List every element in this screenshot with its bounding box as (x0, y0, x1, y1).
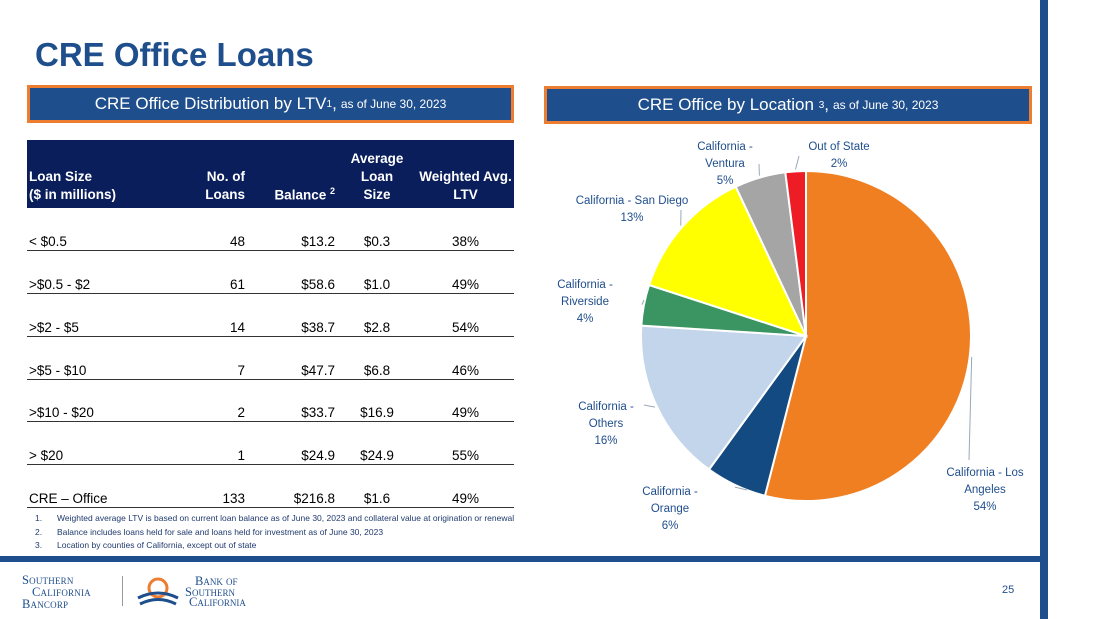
ltv-section-header: CRE Office Distribution by LTV 1, as of J… (27, 85, 514, 123)
logo-divider (122, 576, 123, 606)
pie-label: Out of State 2% (808, 141, 869, 170)
ltv-distribution-table: Loan Size ($ in millions) No. of Loans Bal… (27, 140, 514, 509)
pie-label: California -Riverside 4% (557, 279, 613, 325)
cell-no-loans: 7 (167, 336, 247, 380)
cell-loan-size: CRE – Office (27, 464, 167, 509)
page-title: CRE Office Loans (35, 36, 314, 73)
pie-label: California -Ventura 5% (697, 141, 753, 187)
cell-ltv: 49% (417, 379, 514, 423)
cell-no-loans: 2 (167, 379, 247, 423)
cell-loan-size: > $20 (27, 421, 167, 466)
table-row: >$5 - $10 7 $47.7 $6.8 46% (27, 336, 514, 380)
pie-leader-line (734, 486, 748, 491)
footnote: 2. Balance includes loans held for sale a… (35, 526, 384, 537)
location-pie-chart: California - Los Angeles 54% California -Or… (557, 141, 1024, 532)
cell-balance: $47.7 (247, 336, 337, 380)
ltv-header-sup: 1 (326, 98, 333, 110)
col-header-balance: Balance 2 (247, 140, 337, 208)
pie-label: California - Los Angeles 54% (946, 467, 1024, 513)
ltv-header-comma: , (332, 94, 337, 113)
cell-balance: $13.2 (247, 208, 337, 252)
cell-balance: $24.9 (247, 421, 337, 466)
cell-ltv: 55% (417, 421, 514, 466)
pie-slice-california-san-diego (647, 185, 808, 338)
cell-balance: $216.8 (247, 464, 337, 509)
page-number: 25 (1002, 584, 1015, 596)
pie-slice-out-of-state (784, 169, 807, 337)
pie-label: California - San Diego 13% (576, 195, 689, 224)
location-header-comma: , (824, 95, 829, 114)
table-row: >$2 - $5 14 $38.7 $2.8 54% (27, 293, 514, 337)
bank-logo-mark-icon (137, 577, 179, 606)
cell-no-loans: 133 (167, 464, 247, 509)
cell-average: $0.3 (337, 208, 417, 252)
table-row: >$10 - $20 2 $33.7 $16.9 49% (27, 379, 514, 423)
cell-average: $1.6 (337, 464, 417, 509)
location-header-text: CRE Office by Location (637, 95, 819, 114)
cell-ltv: 49% (417, 250, 514, 295)
table-header-row: Loan Size ($ in millions) No. of Loans Bal… (27, 140, 514, 208)
cell-ltv: 46% (417, 336, 514, 380)
cell-ltv: 49% (417, 464, 514, 509)
pie-slice-california-los-angeles (763, 169, 972, 502)
cell-ltv: 38% (417, 208, 514, 252)
southern-california-bancorp-logo: Southern California Bancorp (22, 573, 91, 611)
location-header-date: as of June 30, 2023 (832, 98, 939, 112)
ltv-header-date: as of June 30, 2023 (340, 97, 447, 111)
pie-label: California -Orange 6% (642, 486, 698, 532)
location-section-header: CRE Office by Location 3, as of June 30,… (544, 86, 1032, 124)
cell-ltv: 54% (417, 293, 514, 337)
cell-loan-size: >$5 - $10 (27, 336, 167, 380)
cell-loan-size: < $0.5 (27, 208, 167, 252)
cell-average: $16.9 (337, 379, 417, 423)
cell-balance: $33.7 (247, 379, 337, 423)
footnote: 3. Location by counties of California, ex… (35, 540, 257, 550)
table-total-row: CRE – Office 133 $216.8 $1.6 49% (27, 464, 514, 509)
pie-leader-line (795, 155, 800, 170)
pie-leader-line (641, 299, 645, 305)
cell-average: $1.0 (337, 250, 417, 295)
table-row: > $20 1 $24.9 $24.9 55% (27, 421, 514, 466)
bottom-accent-bar (0, 556, 1040, 562)
footnote: 1. Weighted average LTV is based on curre… (35, 513, 515, 523)
footnotes: 1. Weighted average LTV is based on curre… (35, 512, 514, 553)
table-row: < $0.5 48 $13.2 $0.3 38% (27, 208, 514, 252)
pie-slice-california-others (640, 324, 808, 471)
col-header-loan-size: Loan Size ($ in millions) (27, 140, 167, 208)
cell-loan-size: >$0.5 - $2 (27, 250, 167, 295)
bank-of-southern-california-logo: Bank of Southern California (185, 574, 246, 609)
cell-average: $6.8 (337, 336, 417, 380)
col-header-no-loans: No. of Loans (167, 140, 247, 208)
ltv-header-text: CRE Office Distribution by LTV (94, 94, 327, 113)
pie-leader-line (643, 404, 655, 408)
pie-label: California -Others 16% (578, 401, 634, 447)
cell-balance: $58.6 (247, 250, 337, 295)
cell-loan-size: >$10 - $20 (27, 379, 167, 423)
table-row: >$0.5 - $2 61 $58.6 $1.0 49% (27, 250, 514, 295)
cell-loan-size: >$2 - $5 (27, 293, 167, 337)
pie-leader-line (968, 356, 973, 461)
cell-no-loans: 1 (167, 421, 247, 466)
cell-average: $24.9 (337, 421, 417, 466)
cell-balance: $38.7 (247, 293, 337, 337)
cell-no-loans: 48 (167, 208, 247, 252)
right-accent-bar (1040, 0, 1048, 619)
col-header-weighted-ltv: Weighted Avg. LTV (417, 140, 514, 208)
cell-average: $2.8 (337, 293, 417, 337)
location-header-sup: 3 (818, 99, 825, 111)
cell-no-loans: 14 (167, 293, 247, 337)
col-header-average-loan-size: Average Loan Size (337, 140, 417, 208)
cell-no-loans: 61 (167, 250, 247, 295)
